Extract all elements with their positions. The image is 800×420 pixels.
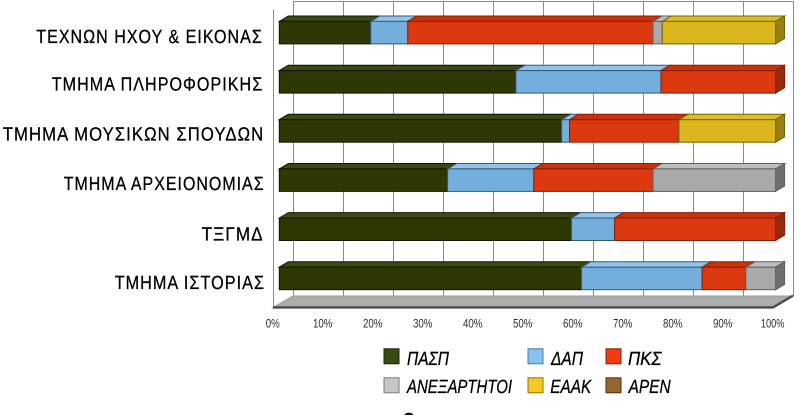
svg-text:ΑΝΕΞΑΡΤΗΤΟΙ: ΑΝΕΞΑΡΤΗΤΟΙ (406, 377, 512, 398)
svg-text:40%: 40% (463, 317, 482, 331)
svg-text:80%: 80% (663, 317, 682, 331)
svg-text:ΑΡΕΝ: ΑΡΕΝ (628, 377, 671, 398)
svg-text:ΠΑΣΠ: ΠΑΣΠ (407, 349, 449, 370)
svg-text:30%: 30% (413, 317, 432, 331)
svg-text:ΠΚΣ: ΠΚΣ (628, 349, 662, 370)
svg-text:70%: 70% (613, 317, 632, 331)
svg-text:10%: 10% (313, 317, 332, 331)
svg-text:ΤΕΧΝΩΝ ΗΧΟΥ & ΕΙΚΟΝΑΣ: ΤΕΧΝΩΝ ΗΧΟΥ & ΕΙΚΟΝΑΣ (36, 27, 263, 48)
svg-text:60%: 60% (563, 317, 582, 331)
svg-text:ΤΜΗΜΑ ΠΛΗΡΟΦΟΡΙΚΗΣ: ΤΜΗΜΑ ΠΛΗΡΟΦΟΡΙΚΗΣ (52, 74, 263, 95)
svg-text:ΤΞΓΜΔ: ΤΞΓΜΔ (202, 224, 264, 245)
svg-text:ΤΜΗΜΑ ΜΟΥΣΙΚΩΝ ΣΠΟΥΔΩΝ: ΤΜΗΜΑ ΜΟΥΣΙΚΩΝ ΣΠΟΥΔΩΝ (3, 125, 265, 146)
svg-text:ΤΜΗΜΑ ΑΡΧΕΙΟΝΟΜΙΑΣ: ΤΜΗΜΑ ΑΡΧΕΙΟΝΟΜΙΑΣ (64, 174, 265, 195)
svg-text:90%: 90% (713, 317, 732, 331)
svg-text:0%: 0% (266, 317, 280, 331)
svg-text:ΕΑΑΚ: ΕΑΑΚ (550, 377, 592, 398)
svg-text:ΤΜΗΜΑ ΙΣΤΟΡΙΑΣ: ΤΜΗΜΑ ΙΣΤΟΡΙΑΣ (115, 273, 265, 294)
svg-text:100%: 100% (761, 317, 785, 331)
svg-text:50%: 50% (513, 317, 532, 331)
svg-text:ΔΑΠ: ΔΑΠ (550, 349, 583, 370)
svg-text:20%: 20% (363, 317, 382, 331)
